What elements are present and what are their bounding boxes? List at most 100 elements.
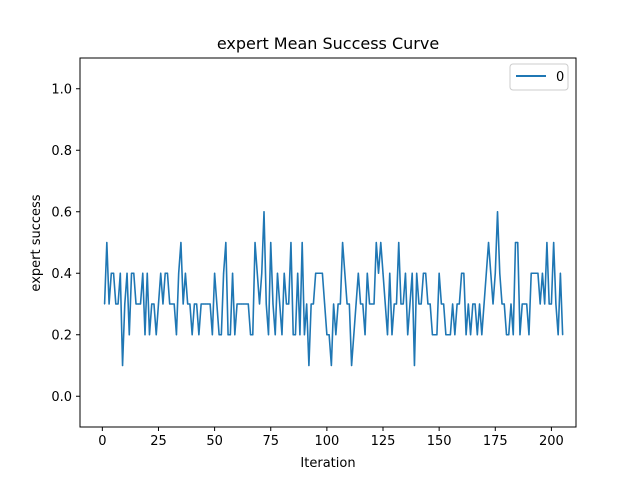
data-point — [546, 241, 548, 244]
data-point — [553, 241, 555, 244]
data-point — [315, 272, 317, 274]
data-point — [431, 334, 434, 336]
data-point — [375, 241, 377, 244]
data-point — [254, 241, 256, 244]
data-point — [321, 272, 323, 274]
data-point — [478, 303, 481, 305]
data-point — [130, 272, 133, 274]
data-point — [362, 303, 364, 305]
data-point — [452, 303, 454, 305]
data-point — [124, 303, 126, 305]
y-tick-label: 0.8 — [51, 144, 72, 159]
data-point — [333, 303, 335, 305]
data-point — [519, 334, 521, 336]
data-point — [256, 272, 258, 274]
data-point — [530, 272, 532, 274]
data-point — [135, 303, 137, 305]
data-point — [103, 303, 106, 305]
data-point — [214, 272, 216, 274]
data-point — [164, 272, 166, 274]
data-point — [243, 303, 245, 305]
data-point — [245, 303, 247, 305]
data-point — [438, 272, 440, 274]
data-point — [402, 303, 404, 305]
data-point — [148, 334, 151, 336]
data-point — [386, 334, 389, 336]
data-point — [348, 303, 350, 305]
data-point — [526, 303, 528, 305]
y-tick-label: 0.4 — [51, 267, 72, 282]
data-point — [274, 334, 276, 336]
data-point — [400, 303, 402, 305]
data-point — [106, 241, 108, 244]
x-tick-label: 125 — [371, 434, 396, 449]
data-point — [283, 272, 285, 274]
data-point — [180, 241, 182, 244]
data-point — [173, 303, 175, 305]
data-point — [189, 303, 191, 305]
data-point — [346, 303, 348, 305]
data-point — [276, 272, 279, 274]
data-point — [377, 272, 380, 274]
data-point — [339, 303, 341, 305]
data-point — [364, 334, 366, 336]
data-point — [171, 303, 173, 305]
data-point — [222, 272, 225, 274]
data-point — [420, 303, 422, 305]
axes: 0 25 50 75 100 125 150 175 200 0.0 0.2 0.4 0.6 0.8 1.0 — [51, 57, 577, 449]
data-point — [384, 303, 386, 305]
data-point — [350, 364, 353, 367]
data-point — [469, 334, 472, 336]
data-point — [187, 303, 189, 305]
data-point — [544, 303, 546, 305]
data-point — [521, 303, 523, 305]
data-point — [499, 272, 501, 274]
x-tick-label: 0 — [98, 434, 106, 449]
data-point — [236, 303, 238, 305]
data-point — [341, 241, 344, 244]
data-point — [112, 272, 115, 274]
data-point — [328, 334, 330, 336]
x-tick-label: 175 — [483, 434, 508, 449]
data-point — [146, 272, 148, 274]
data-point — [133, 272, 135, 274]
data-point — [492, 303, 494, 305]
x-tick-label: 50 — [206, 434, 223, 449]
data-point — [447, 334, 449, 336]
data-point — [128, 334, 130, 336]
data-point — [151, 303, 153, 305]
data-point — [481, 334, 483, 336]
data-point — [557, 334, 559, 336]
data-point — [427, 303, 429, 305]
data-point — [270, 241, 272, 244]
data-point — [218, 334, 220, 336]
data-point — [263, 211, 265, 213]
data-point — [240, 303, 243, 305]
y-tick-label: 0.0 — [51, 390, 72, 405]
data-point — [395, 303, 398, 305]
data-point — [312, 303, 315, 305]
data-point — [337, 303, 339, 305]
y-axis-label: expert success — [29, 194, 44, 291]
x-tick-label: 150 — [427, 434, 452, 449]
data-point — [535, 272, 537, 274]
data-point — [344, 272, 346, 274]
data-point — [319, 272, 321, 274]
data-point — [532, 272, 535, 274]
data-point — [436, 334, 438, 336]
x-tick-label: 25 — [150, 434, 167, 449]
data-point — [393, 303, 395, 305]
data-point — [476, 334, 478, 336]
data-point — [422, 272, 425, 274]
data-point — [193, 303, 195, 305]
data-point — [550, 303, 553, 305]
data-point — [559, 272, 561, 274]
data-point — [110, 272, 112, 274]
data-point — [178, 272, 180, 274]
data-point — [539, 303, 541, 305]
data-point — [227, 334, 229, 336]
data-point — [517, 241, 519, 244]
data-point — [373, 303, 375, 305]
data-point — [335, 334, 337, 336]
